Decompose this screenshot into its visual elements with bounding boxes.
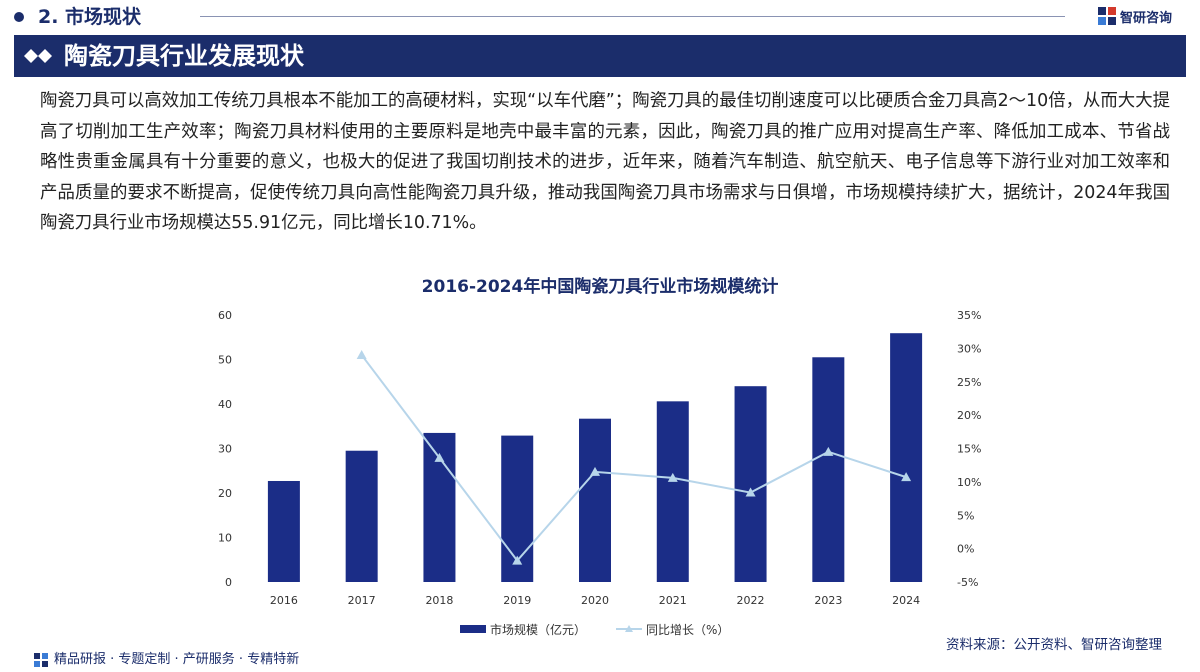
source-note: 资料来源：公开资料、智研咨询整理 xyxy=(946,637,1162,653)
x-tick-label: 2024 xyxy=(892,594,920,607)
y-right-tick-label: 25% xyxy=(957,376,981,389)
y-left-tick-label: 50 xyxy=(218,354,232,367)
y-right-tick-label: 10% xyxy=(957,476,981,489)
market-size-bar xyxy=(656,401,689,582)
market-size-bar xyxy=(345,450,378,582)
legend-label-growth: 同比增长（%） xyxy=(646,622,730,637)
y-left-tick-label: 0 xyxy=(225,576,232,589)
y-left-tick-label: 30 xyxy=(218,443,232,456)
x-tick-label: 2016 xyxy=(270,594,298,607)
diamond-icon xyxy=(24,49,52,63)
y-right-tick-label: -5% xyxy=(957,576,978,589)
y-left-tick-label: 60 xyxy=(218,309,232,322)
growth-rate-marker xyxy=(356,350,367,360)
legend-label-market-size: 市场规模（亿元） xyxy=(490,622,587,637)
x-tick-label: 2021 xyxy=(659,594,687,607)
growth-rate-marker xyxy=(667,472,678,482)
chart-legend: 市场规模（亿元） 同比增长（%） xyxy=(460,620,759,638)
market-size-bar xyxy=(579,418,611,582)
y-right-tick-label: 35% xyxy=(957,309,981,322)
section-bullet-icon xyxy=(14,12,24,22)
x-tick-label: 2017 xyxy=(348,594,376,607)
x-tick-label: 2018 xyxy=(425,594,453,607)
legend-item-market-size: 市场规模（亿元） xyxy=(460,621,586,638)
y-right-tick-label: 5% xyxy=(957,509,974,522)
y-right-tick-label: 20% xyxy=(957,409,981,422)
market-size-bar xyxy=(890,333,923,582)
market-size-bar xyxy=(812,357,845,582)
y-left-tick-label: 40 xyxy=(218,398,232,411)
footer-text: 精品研报 · 专题定制 · 产研服务 · 专精特新 xyxy=(54,652,300,667)
legend-bar-swatch xyxy=(460,625,486,633)
y-left-tick-label: 20 xyxy=(218,487,232,500)
brand-icon xyxy=(1098,7,1116,25)
body-paragraph: 陶瓷刀具可以高效加工传统刀具根本不能加工的高硬材料，实现“以车代磨”；陶瓷刀具的… xyxy=(40,91,1170,233)
growth-rate-marker xyxy=(823,446,834,456)
chart-title: 2016-2024年中国陶瓷刀具行业市场规模统计 xyxy=(421,277,779,297)
legend-line-swatch xyxy=(616,625,643,632)
x-tick-label: 2022 xyxy=(737,594,765,607)
section-title: 2. 市场现状 xyxy=(38,6,142,28)
growth-rate-marker xyxy=(434,452,445,462)
brand-name: 智研咨询 xyxy=(1120,10,1173,26)
banner-title: 陶瓷刀具行业发展现状 xyxy=(64,42,304,70)
brand-logo: 智研咨询 xyxy=(1098,5,1172,27)
legend-item-growth: 同比增长（%） xyxy=(616,621,729,638)
x-tick-label: 2023 xyxy=(814,594,842,607)
growth-rate-line xyxy=(360,354,907,563)
market-size-bar xyxy=(734,386,767,582)
growth-rate-marker xyxy=(745,487,756,497)
section-divider xyxy=(200,16,1065,17)
x-tick-label: 2020 xyxy=(581,594,609,607)
growth-rate-marker xyxy=(590,466,600,476)
section-header: 2. 市场现状 智研咨询 xyxy=(0,0,1200,32)
brand-mark-icon xyxy=(34,653,48,667)
growth-rate-marker xyxy=(901,472,912,482)
growth-rate-marker xyxy=(512,555,523,565)
y-left-tick-label: 10 xyxy=(218,532,232,545)
footer: 精品研报 · 专题定制 · 产研服务 · 专精特新 xyxy=(0,648,1200,672)
y-right-tick-label: 15% xyxy=(957,443,981,456)
market-size-bar xyxy=(267,480,300,582)
y-right-tick-label: 30% xyxy=(957,342,981,355)
x-tick-label: 2019 xyxy=(503,594,531,607)
title-banner: 陶瓷刀具行业发展现状 xyxy=(14,35,1186,77)
y-right-tick-label: 0% xyxy=(957,543,974,556)
